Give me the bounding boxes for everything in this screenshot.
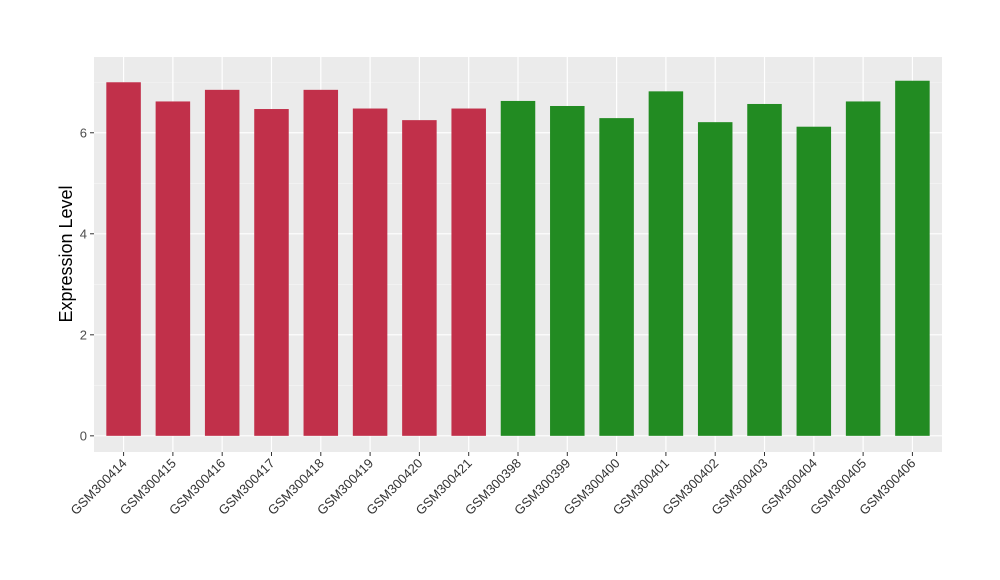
y-tick-label: 2 — [80, 327, 87, 342]
bar-GSM300401 — [648, 91, 684, 436]
bar-GSM300402 — [697, 122, 733, 436]
bar-GSM300418 — [303, 89, 339, 436]
bar-GSM300420 — [402, 120, 437, 436]
bar-GSM300403 — [747, 103, 782, 436]
y-tick-label: 0 — [80, 428, 87, 443]
bars — [106, 80, 930, 436]
bar-GSM300419 — [352, 108, 388, 436]
bar-GSM300405 — [845, 101, 881, 436]
bar-GSM300404 — [796, 126, 832, 436]
y-axis-title: Expression Level — [56, 185, 76, 322]
bar-GSM300398 — [500, 100, 536, 436]
y-tick-label: 4 — [80, 226, 87, 241]
bar-GSM300421 — [451, 108, 486, 436]
bar-GSM300417 — [254, 109, 289, 436]
bar-GSM300400 — [599, 118, 634, 436]
bar-GSM300399 — [550, 105, 585, 436]
bar-GSM300415 — [155, 101, 191, 436]
y-tick-label: 6 — [80, 125, 87, 140]
bar-GSM300406 — [895, 80, 930, 436]
bar-GSM300416 — [204, 89, 240, 436]
bar-GSM300414 — [106, 82, 141, 436]
